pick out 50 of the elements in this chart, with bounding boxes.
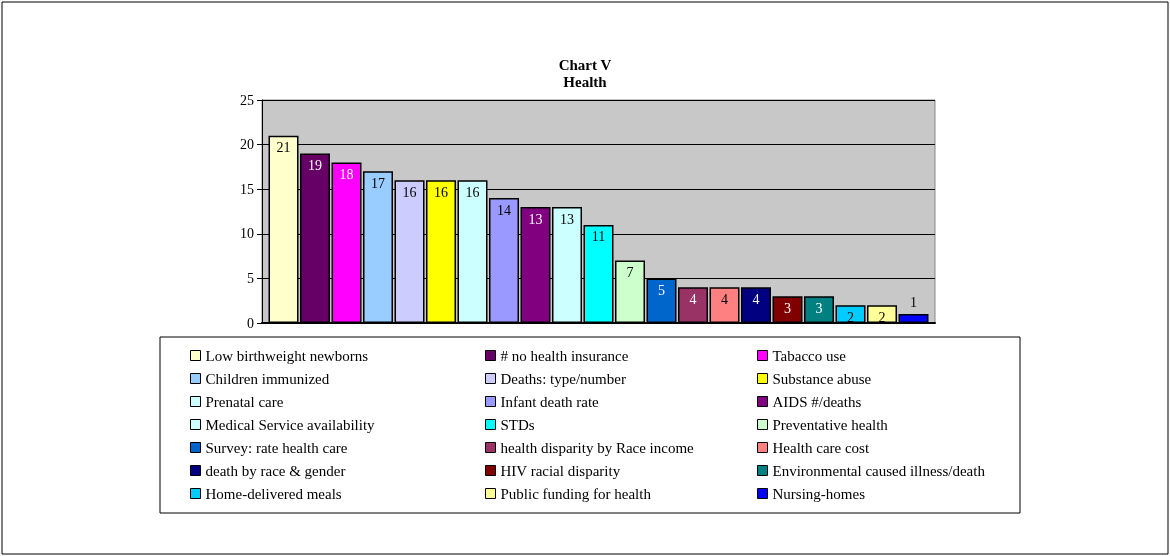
legend-label: Environmental caused illness/death — [772, 462, 986, 479]
data-label: 16 — [434, 184, 448, 200]
data-label: 13 — [560, 211, 574, 227]
data-label: 11 — [591, 229, 606, 245]
legend-label: death by race & gender — [205, 462, 346, 479]
y-tick-label: 20 — [240, 137, 254, 153]
y-tick-label: 10 — [240, 226, 254, 242]
legend-label: Health care cost — [772, 439, 870, 456]
data-label: 16 — [402, 184, 417, 200]
legend-label: Preventative health — [772, 416, 889, 433]
legend-label: # no health insurance — [500, 347, 629, 364]
legend-label: Infant death rate — [500, 393, 600, 410]
y-tick-label: 0 — [247, 315, 254, 331]
legend-label: HIV racial disparity — [500, 462, 621, 479]
legend-label: AIDS #/deaths — [772, 393, 862, 410]
data-label: 13 — [528, 211, 543, 227]
legend-label: Low birthweight newborns — [205, 347, 369, 364]
data-label: 16 — [465, 184, 480, 200]
chart-title: Chart V — [558, 56, 612, 73]
legend-label: Medical Service availability — [205, 416, 376, 433]
data-label: 1 — [910, 294, 917, 310]
data-label: 19 — [308, 158, 322, 174]
legend-label: Survey: rate health care — [205, 439, 348, 456]
data-label: 3 — [784, 300, 791, 316]
legend-label: Home-delivered meals — [205, 485, 342, 502]
legend-label: Prenatal care — [205, 393, 284, 410]
data-label: 7 — [626, 265, 634, 281]
legend-label: Deaths: type/number — [500, 370, 626, 387]
legend-label: Tabacco use — [772, 347, 847, 364]
y-tick-label: 5 — [247, 270, 254, 286]
legend-label: Nursing-homes — [772, 485, 866, 502]
data-label: 4 — [689, 291, 697, 307]
y-tick-label: 25 — [240, 92, 254, 108]
data-label: 2 — [878, 309, 886, 325]
chart-subtitle: Health — [563, 73, 608, 90]
data-label: 5 — [658, 282, 665, 298]
legend-label: health disparity by Race income — [500, 439, 695, 456]
legend-label: Public funding for health — [500, 485, 652, 502]
legend-label: Substance abuse — [772, 370, 872, 387]
data-label: 18 — [339, 166, 354, 182]
data-label: 14 — [497, 202, 511, 218]
data-label: 4 — [752, 291, 760, 307]
legend-label: Children immunized — [205, 370, 330, 387]
data-label: 2 — [847, 309, 854, 325]
y-tick-label: 15 — [240, 181, 254, 197]
data-label: 4 — [721, 291, 728, 307]
data-label: 21 — [276, 140, 291, 156]
legend-label: STDs — [500, 416, 535, 433]
data-label: 17 — [371, 175, 385, 191]
data-label: 3 — [815, 300, 823, 316]
